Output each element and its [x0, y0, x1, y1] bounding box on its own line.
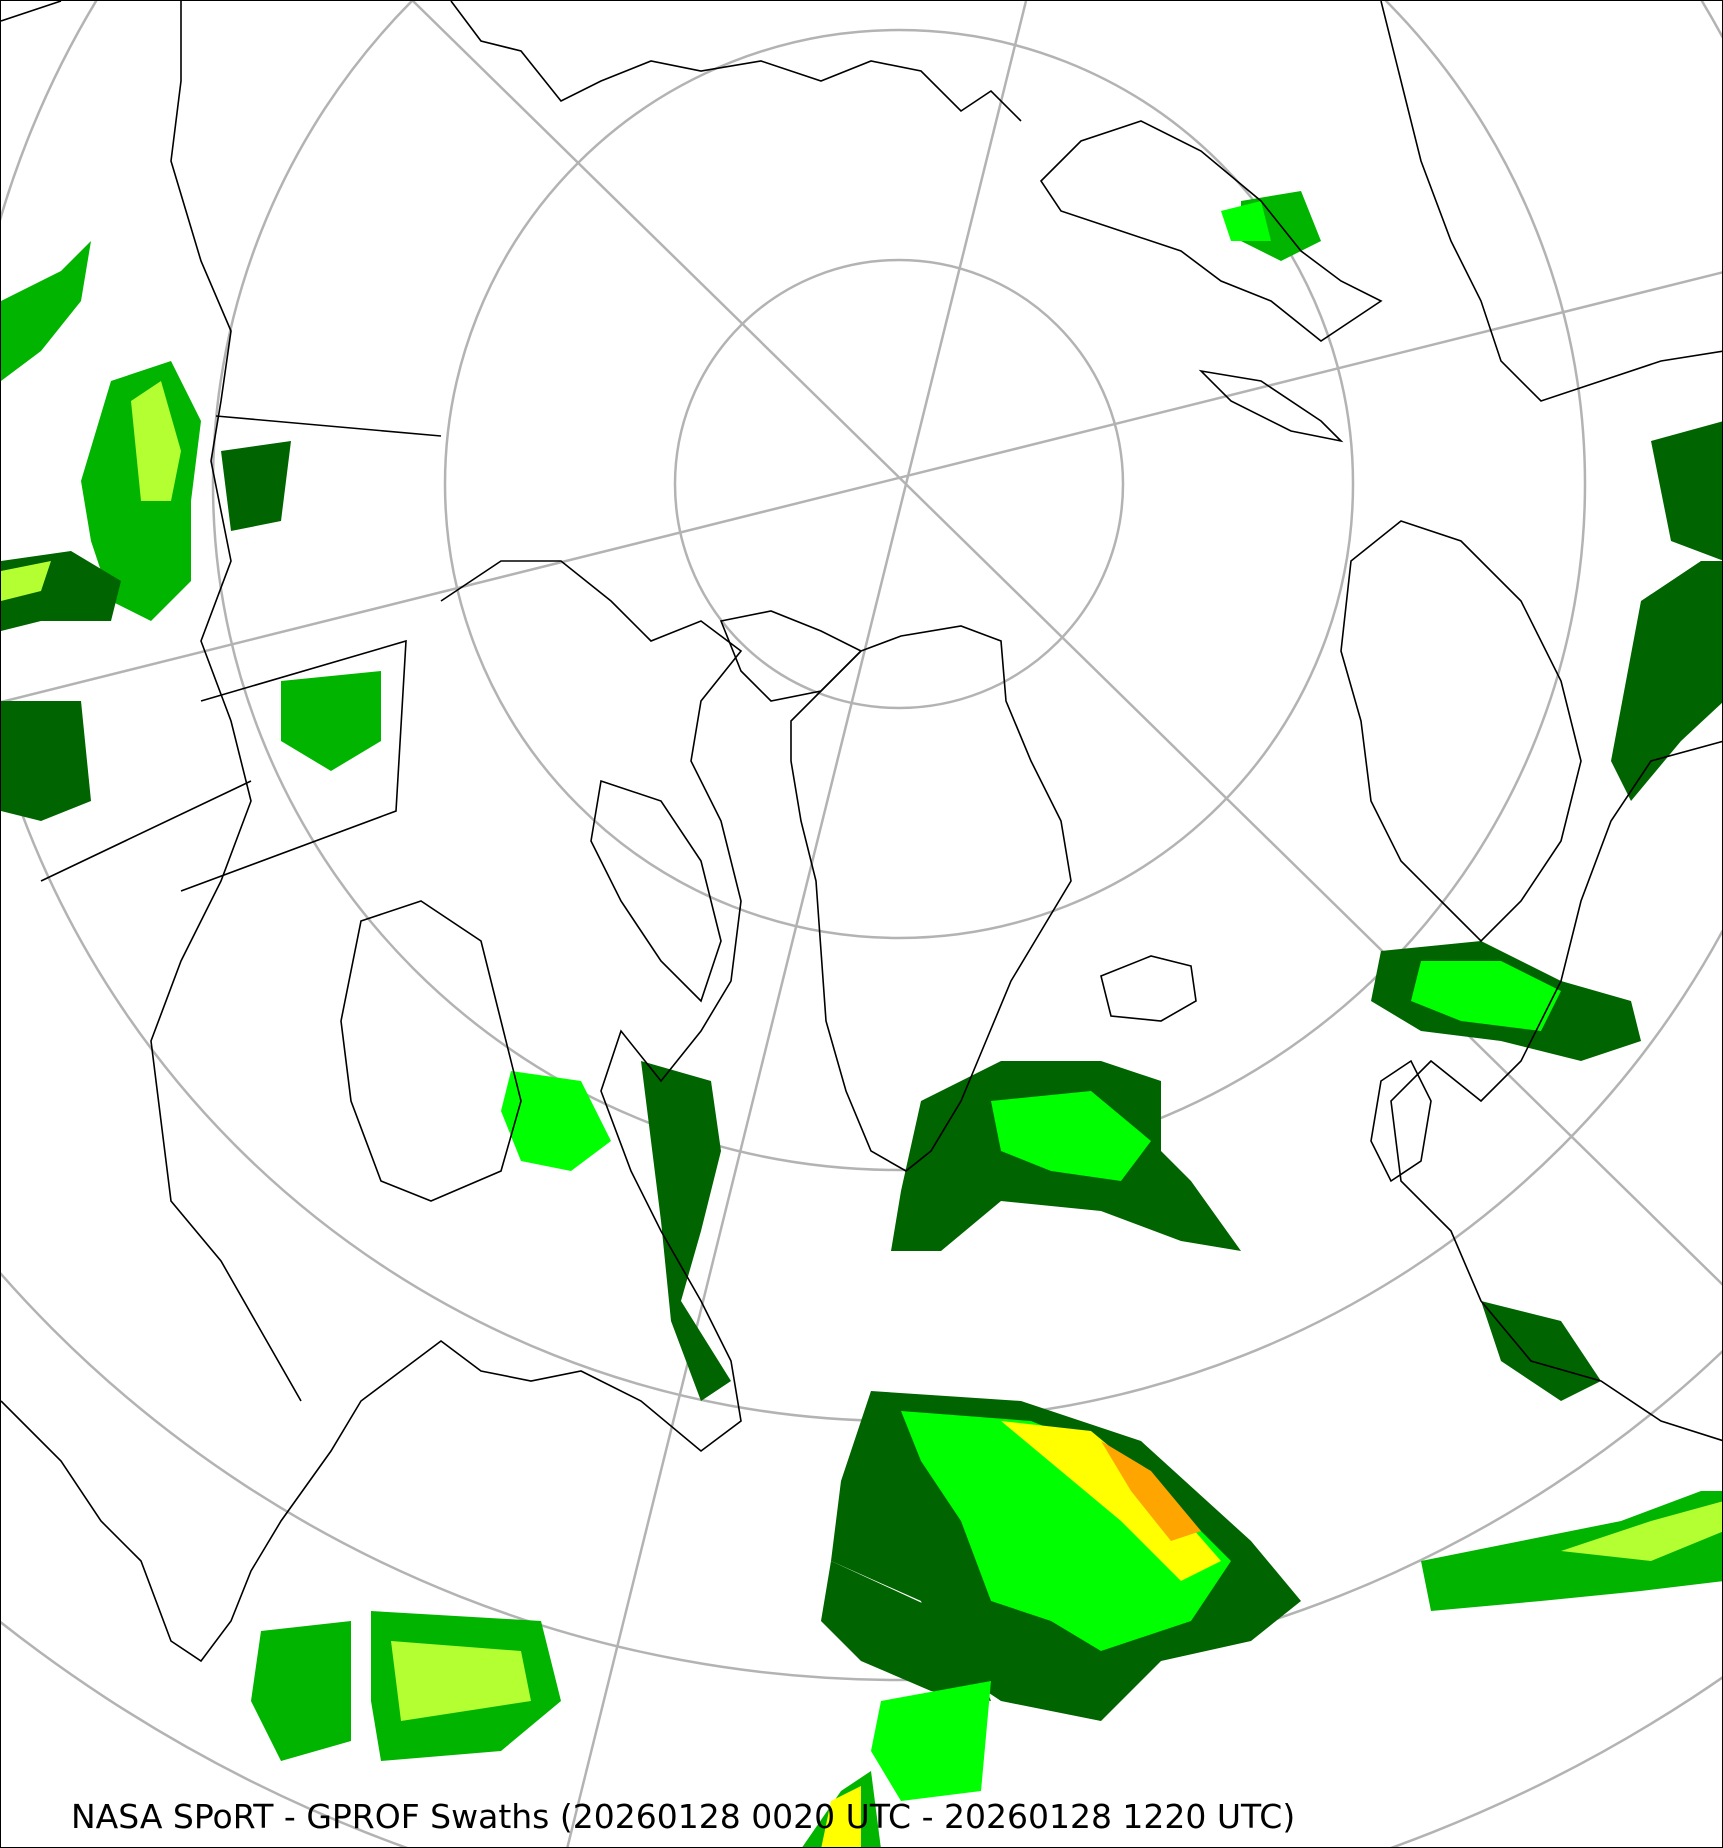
precip-swath — [281, 671, 381, 771]
coastline — [1, 560, 743, 1663]
coastline — [1039, 120, 1383, 342]
coastline — [1370, 1059, 1432, 1183]
latitude-circle — [1, 1, 1722, 1422]
precip-swath — [1561, 1501, 1722, 1561]
precip-swath — [1, 701, 91, 821]
coastline — [790, 625, 1072, 1172]
precip-swath — [251, 1621, 351, 1761]
precip-swath — [991, 1091, 1151, 1181]
coastline — [1, 1, 302, 1402]
precip-swath — [821, 1786, 861, 1847]
latitude-circle — [443, 28, 1355, 940]
precip-swath — [1221, 201, 1271, 241]
meridian-line — [1, 271, 1722, 704]
coastline — [40, 415, 442, 892]
latitude-circle — [1, 1271, 1722, 1681]
precip-swath — [871, 1681, 991, 1801]
latitude-circle — [673, 258, 1125, 710]
coastline — [1100, 955, 1197, 1022]
coastline — [1380, 1, 1722, 402]
meridian-line — [412, 1, 1722, 1286]
precip-swath — [1, 561, 51, 601]
precip-swath — [221, 441, 291, 531]
precipitation-swaths — [1, 191, 1722, 1847]
coastline — [450, 1, 1022, 122]
latitude-circle — [211, 1, 1587, 1172]
precip-swath — [1101, 1441, 1201, 1541]
precip-swath — [1481, 1301, 1601, 1401]
coastlines — [1, 1, 1722, 1663]
precip-swath — [1651, 421, 1722, 561]
precip-swath — [901, 1411, 1231, 1651]
coastline — [590, 779, 722, 1003]
precip-swath — [821, 1561, 991, 1701]
precip-swath — [641, 1061, 731, 1401]
meridian-line — [566, 1, 1028, 1847]
precip-swath — [1411, 961, 1561, 1031]
coastline — [340, 900, 522, 1202]
precip-swath — [1611, 561, 1722, 801]
coastline — [1340, 520, 1582, 943]
precip-swath — [1001, 1421, 1221, 1581]
coastline — [1198, 369, 1344, 443]
precip-swath — [391, 1641, 531, 1721]
map-caption: NASA SPoRT - GPROF Swaths (20260128 0020… — [71, 1797, 1296, 1836]
coastline — [719, 610, 863, 702]
precip-swath — [131, 381, 181, 501]
precip-swath — [501, 1071, 611, 1171]
coastline — [1390, 740, 1722, 1442]
precip-swath — [1, 241, 91, 381]
